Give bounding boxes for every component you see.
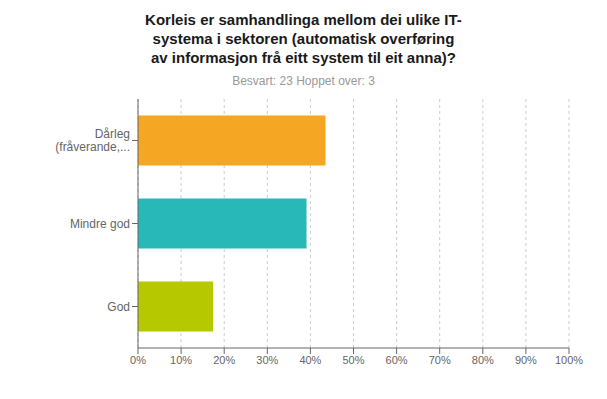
svg-text:God: God [107, 300, 130, 314]
html-text:Korleis er samhandlinga mellom: Korleis er samhandlinga mellom dei ulike… [145, 11, 462, 28]
svg-text:90%: 90% [515, 354, 537, 366]
svg-text:70%: 70% [429, 354, 451, 366]
svg-text:80%: 80% [472, 354, 494, 366]
svg-text:30%: 30% [256, 354, 278, 366]
svg-text:10%: 10% [170, 354, 192, 366]
svg-text:0%: 0% [130, 354, 146, 366]
svg-text:50%: 50% [342, 354, 364, 366]
html-text:Besvart: 23 Hoppet over: 3: Besvart: 23 Hoppet over: 3 [232, 74, 375, 88]
html-text:systema i sektoren (automatisk: systema i sektoren (automatisk overførin… [152, 30, 455, 47]
svg-text:Mindre god: Mindre god [70, 217, 130, 231]
svg-text:100%: 100% [555, 354, 583, 366]
html-text:av informasjon frå eitt system: av informasjon frå eitt system til eit a… [151, 49, 456, 66]
svg-text:40%: 40% [299, 354, 321, 366]
svg-text:Dårleg(fråverande,...: Dårleg(fråverande,... [55, 127, 130, 154]
svg-text:20%: 20% [213, 354, 235, 366]
svg-text:60%: 60% [386, 354, 408, 366]
